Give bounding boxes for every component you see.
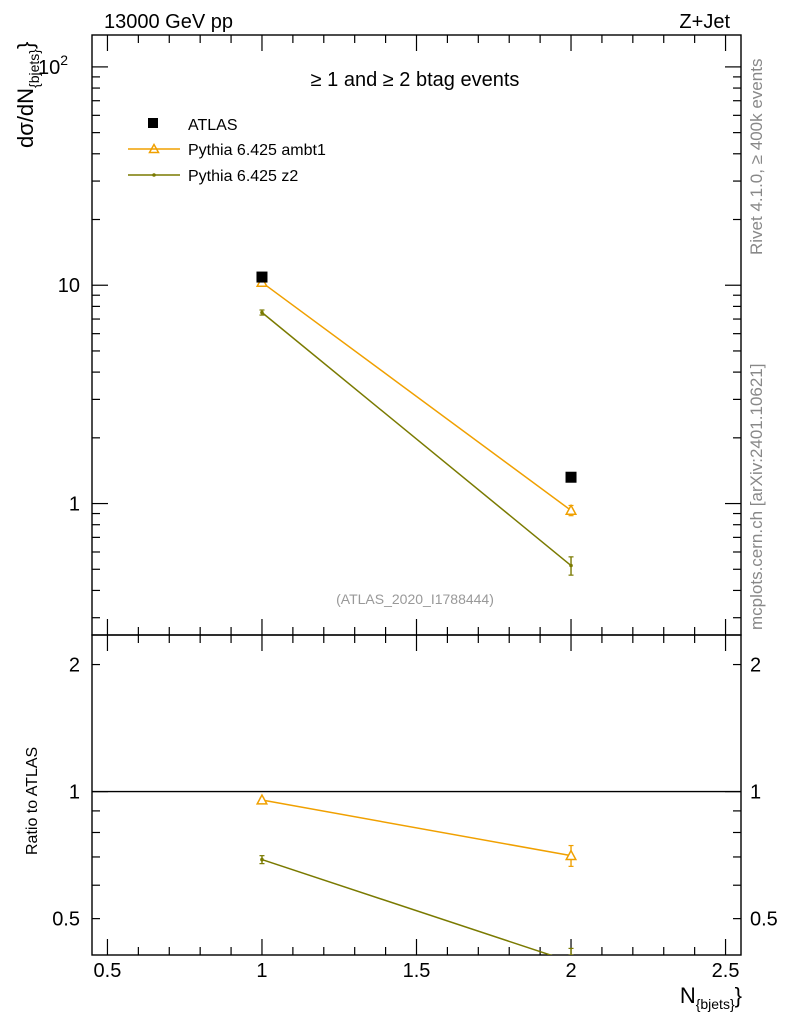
x-tick-label: 2.5 xyxy=(712,960,740,982)
ratio-plot-frame xyxy=(91,634,742,956)
main-y-tick-label-exponent: 2 xyxy=(60,52,68,68)
main-atlas-point xyxy=(256,271,268,283)
ratio-y-tick-label-right: 2 xyxy=(750,655,761,677)
ratio-y-tick-labels: 0.5 0.5 1 1 2 2 xyxy=(52,655,778,931)
ratio-y-tick-label-right: 0.5 xyxy=(750,909,778,931)
x-axis-label-main: N xyxy=(680,983,696,1008)
ratio-y-tick-label-left: 1 xyxy=(69,782,80,804)
main-pythia-6-425-ambt1-point xyxy=(564,503,578,515)
ratio-pythia-6-425-ambt1-point xyxy=(564,849,578,861)
main-y-axis-label: dσ/dN{bjets}} xyxy=(13,42,42,148)
ratio-axis-ticks xyxy=(92,635,741,955)
ratio-pythia-6-425-z2-line xyxy=(261,858,553,955)
plot-title: ≥ 1 and ≥ 2 btag events xyxy=(311,69,520,91)
rivet-version-label: Rivet 4.1.0, ≥ 400k events xyxy=(747,59,766,255)
mcplots-source-label: mcplots.cern.ch [arXiv:2401.10621] xyxy=(747,364,766,630)
ratio-y-axis-label: Ratio to ATLAS xyxy=(24,747,41,855)
main-atlas-point xyxy=(565,471,577,483)
ratio-series-group xyxy=(255,793,578,955)
main-y-tick-label: 1 xyxy=(69,494,80,516)
ratio-pythia-6-425-z2-point xyxy=(260,857,264,862)
x-tick-label: 0.5 xyxy=(94,960,122,982)
legend-z2-marker xyxy=(152,173,156,177)
main-y-axis-label-sub: {bjets} xyxy=(26,49,42,88)
main-y-axis-label-close: } xyxy=(13,42,38,49)
ratio-panel: 0.5 0.5 1 1 2 2 0.5 1 1.5 2 2.5 Ratio to ATLAS N{… xyxy=(24,634,778,1012)
x-axis-label-sub: {bjets} xyxy=(696,996,735,1012)
x-axis-label: N{bjets}} xyxy=(680,983,742,1012)
x-axis-label-close: } xyxy=(735,983,742,1008)
ratio-y-tick-label-left: 0.5 xyxy=(52,909,80,931)
main-y-tick-label-base: 10 xyxy=(38,57,60,79)
main-axis-ticks xyxy=(92,35,741,635)
legend: ATLAS Pythia 6.425 ambt1 Pythia 6.425 z2 xyxy=(128,117,326,185)
main-pythia-6-425-z2-line xyxy=(261,311,572,567)
x-tick-labels: 0.5 1 1.5 2 2.5 xyxy=(94,960,740,982)
main-y-axis-label-main: dσ/dN xyxy=(13,88,38,148)
main-pythia-6-425-z2-point xyxy=(260,310,264,315)
x-tick-label: 2 xyxy=(565,960,576,982)
main-y-tick-label: 10 xyxy=(58,275,80,297)
legend-atlas-marker xyxy=(148,118,158,128)
ratio-y-tick-label-right: 1 xyxy=(750,782,761,804)
legend-z2-label: Pythia 6.425 z2 xyxy=(188,168,298,185)
ratio-pythia-6-425-ambt1-point xyxy=(255,793,269,805)
main-pythia-6-425-z2-point xyxy=(569,563,573,568)
legend-atlas-label: ATLAS xyxy=(188,117,238,134)
x-tick-label: 1 xyxy=(256,960,267,982)
energy-label: 13000 GeV pp xyxy=(104,11,233,33)
analysis-id-label: (ATLAS_2020_I1788444) xyxy=(336,591,494,607)
legend-ambt1-label: Pythia 6.425 ambt1 xyxy=(188,142,326,159)
legend-ambt1-marker xyxy=(148,142,160,154)
ratio-y-tick-label-left: 2 xyxy=(69,655,80,677)
ratio-pythia-6-425-ambt1-line xyxy=(261,799,572,857)
x-tick-label: 1.5 xyxy=(403,960,431,982)
main-y-tick-label: 102 xyxy=(38,52,68,79)
main-series-group xyxy=(255,271,578,576)
process-label: Z+Jet xyxy=(679,11,730,33)
main-pythia-6-425-ambt1-line xyxy=(261,281,572,512)
